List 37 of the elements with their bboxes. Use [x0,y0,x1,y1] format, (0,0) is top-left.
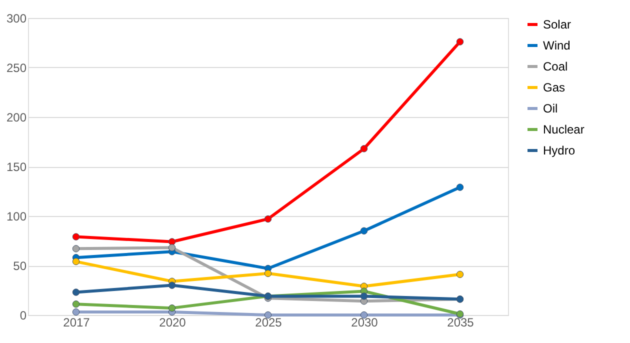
y-tick-label: 50 [13,259,27,273]
y-tick-label: 250 [6,61,27,75]
point [72,308,80,316]
point [72,258,80,266]
point [168,304,176,312]
point [72,233,80,240]
x-tick-label: 2017 [63,316,90,330]
legend-label: Coal [543,60,568,74]
point [360,145,368,152]
y-tick-label: 200 [6,110,27,124]
x-tick-label: 2025 [255,316,282,330]
legend-label: Nuclear [543,122,584,136]
point [456,270,464,278]
legend-label: Oil [543,102,558,116]
point [72,288,80,296]
point [168,238,176,246]
point [264,270,272,278]
legend-label: Solar [543,18,572,32]
x-tick-label: 2020 [159,316,186,330]
x-tick-label: 2030 [351,316,378,330]
point [72,245,80,252]
legend-label: Wind [543,38,570,52]
point [72,300,80,308]
legend-label: Hydro [543,144,576,158]
point [360,227,368,234]
point [264,215,272,223]
point [360,292,368,300]
y-tick-label: 0 [20,308,27,322]
point [456,184,464,191]
legend-label: Gas [543,80,566,94]
y-tick-label: 150 [6,160,27,174]
point [168,282,176,289]
x-tick-label: 2035 [447,316,474,330]
point [456,38,464,46]
point [168,244,176,252]
y-tick-label: 100 [6,210,27,224]
y-tick-label: 300 [6,12,27,26]
